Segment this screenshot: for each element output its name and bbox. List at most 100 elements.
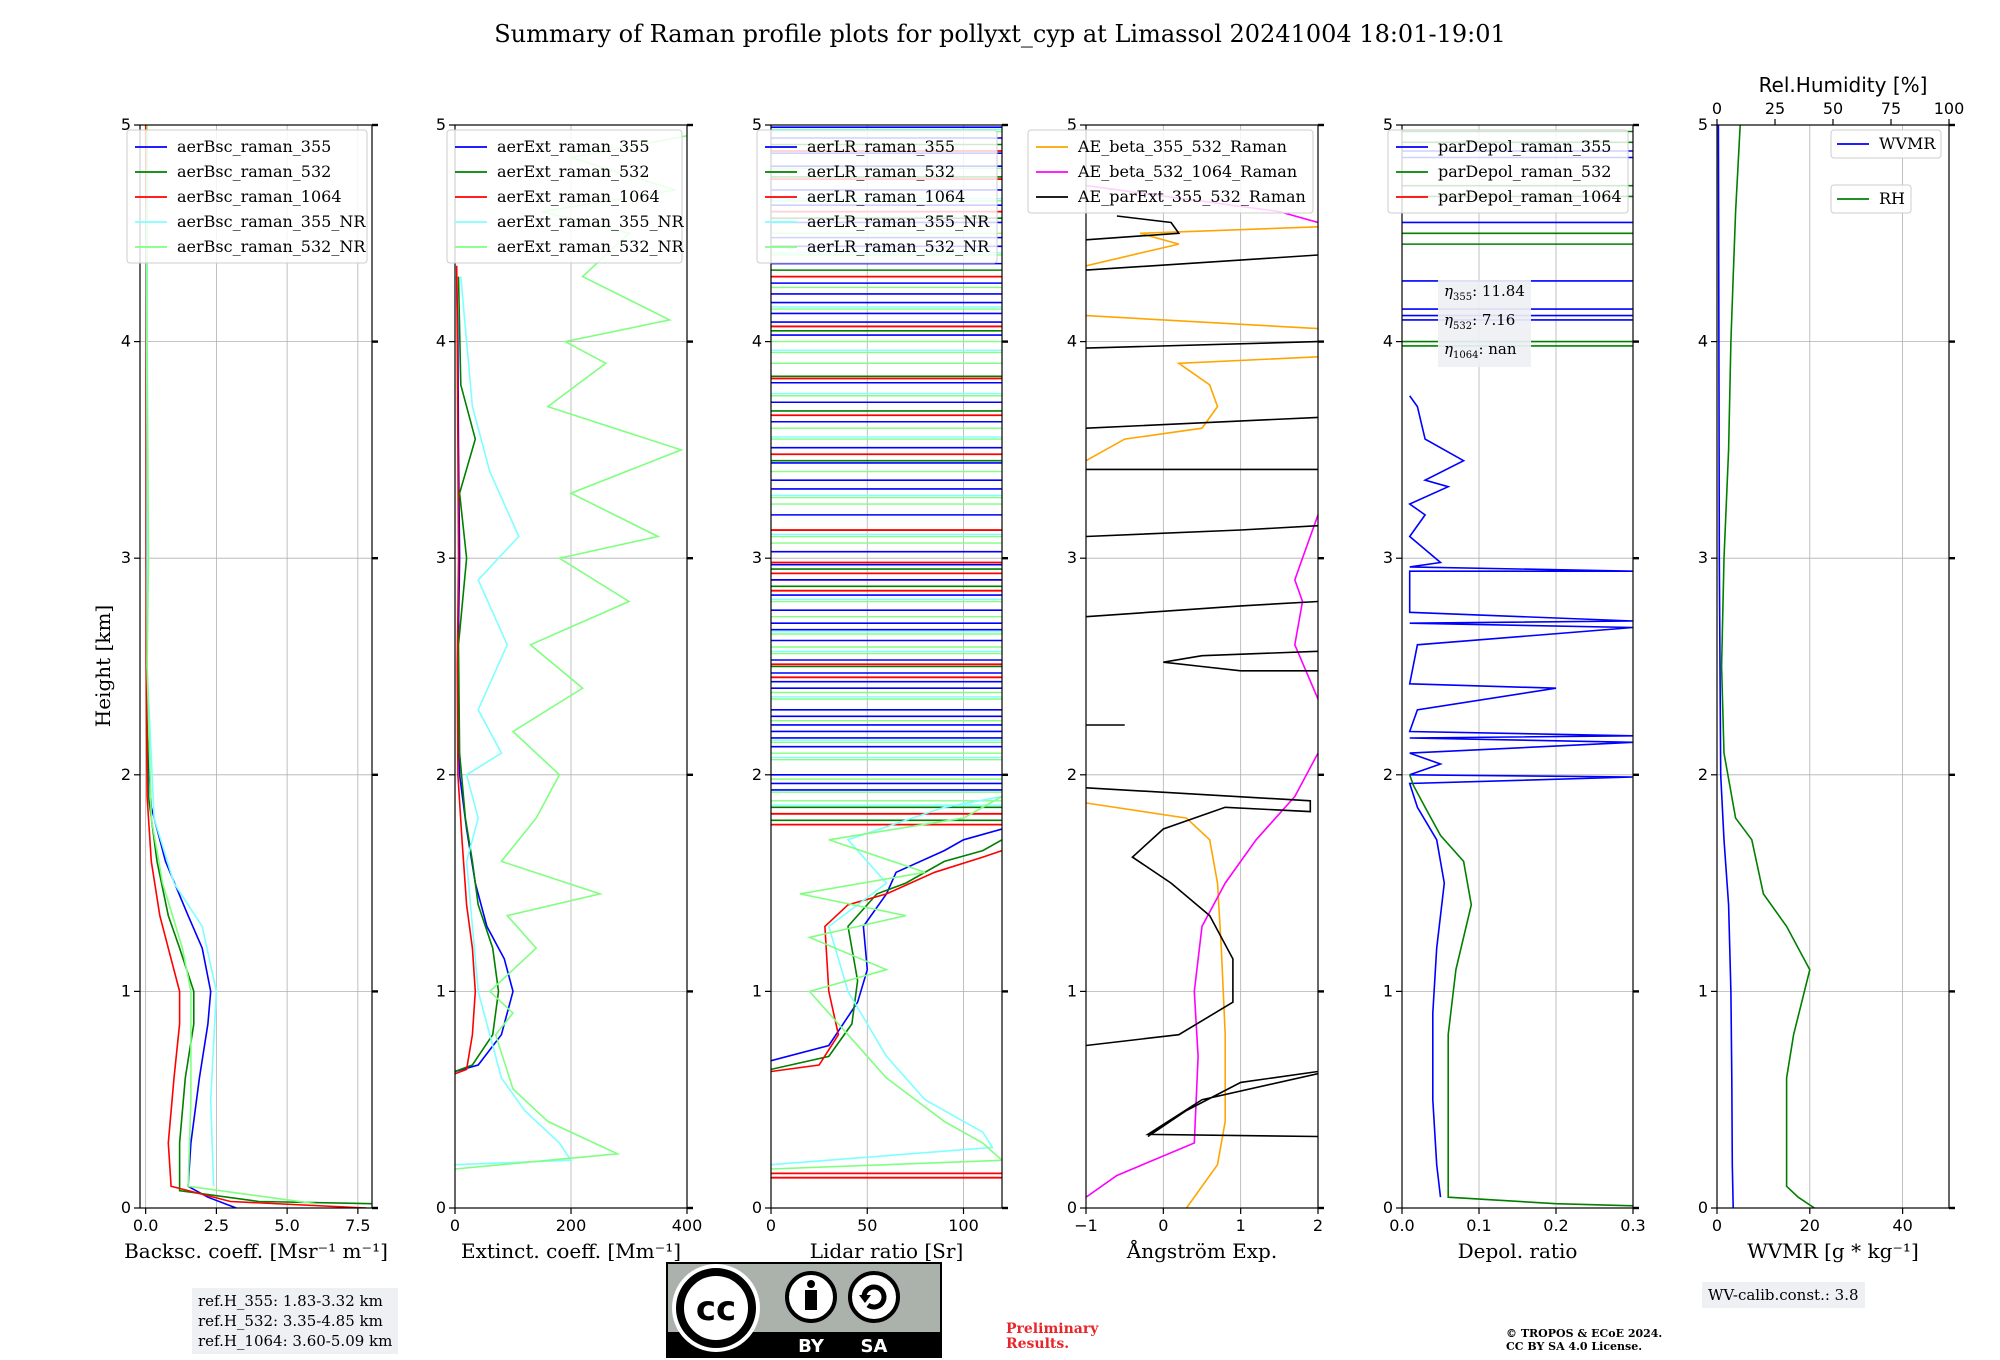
legend-label: AE_beta_355_532_Raman (1077, 137, 1287, 156)
x-tick-label: 1 (1236, 1216, 1246, 1235)
x-tick-label: 0 (1158, 1216, 1168, 1235)
series-AE_beta_355_532_Raman (1086, 226, 1318, 1208)
series-aerLR_raman_1064 (771, 849, 1002, 1073)
axes-frame (139, 124, 373, 1209)
copyright-note: © TROPOS & ECoE 2024. CC BY SA 4.0 Licen… (1506, 1327, 1662, 1353)
y-tick-label: 4 (1383, 332, 1393, 351)
legend-ae: AE_beta_355_532_Raman AE_beta_532_1064_Ra… (1027, 129, 1314, 214)
legend-label: aerBsc_raman_355_NR (177, 212, 366, 231)
plot-area-ae (1086, 184, 1318, 1208)
y-tick-label: 3 (436, 548, 446, 567)
y-tick-label: 1 (436, 981, 446, 1000)
x-tick-label: 7.5 (345, 1216, 370, 1235)
axes-frame (770, 124, 1003, 1209)
y-tick-label: 0 (1698, 1198, 1708, 1217)
eta-1064: η1064: nan (1444, 340, 1517, 361)
y-tick-label: 3 (1383, 548, 1393, 567)
legend-box (756, 129, 998, 264)
x-tick-label: 0 (450, 1216, 460, 1235)
figure-title: Summary of Raman profile plots for polly… (494, 20, 1506, 48)
panel-lr: 0 50 100 0 1 2 3 4 5 Lidar ratio [Sr] aerLR_raman_… (752, 115, 1008, 1263)
cc-logo-text: cc (696, 1289, 736, 1329)
x-tick-label: 0 (766, 1216, 776, 1235)
eta-box: η355: 11.84 η532: 7.16 η1064: nan (1438, 280, 1531, 367)
legend-label: aerBsc_raman_532_NR (177, 237, 366, 256)
x-axis-label: Extinct. coeff. [Mm⁻¹] (461, 1239, 681, 1263)
legend-label: AE_parExt_355_532_Raman (1077, 187, 1306, 206)
y-tick-label: 5 (752, 115, 762, 134)
legend-label: RH (1879, 189, 1905, 208)
y-tick-label: 5 (121, 115, 131, 134)
legend-label: parDepol_raman_1064 (1438, 187, 1622, 206)
y-tick-label: 4 (1067, 332, 1077, 351)
legend-label: aerBsc_raman_532 (177, 162, 331, 181)
y-tick-label: 4 (121, 332, 131, 351)
cc-by-sa-license-logo: cc BY SA (666, 1262, 942, 1358)
x-axis-label: Depol. ratio (1458, 1239, 1578, 1263)
x-tick-label: 0.0 (1389, 1216, 1414, 1235)
y-tick-label: 2 (436, 765, 446, 784)
top-x-tick-label: 25 (1765, 99, 1785, 118)
x-tick-label: 5.0 (274, 1216, 299, 1235)
legend-lr: aerLR_raman_355 aerLR_raman_532 aerLR_rama… (756, 129, 998, 264)
x-tick-label: 2.5 (204, 1216, 229, 1235)
x-axis-label: Ångström Exp. (1126, 1238, 1277, 1263)
x-tick-label: 0.2 (1543, 1216, 1568, 1235)
y-tick-label: 3 (121, 548, 131, 567)
x-tick-label: 2 (1313, 1216, 1323, 1235)
legend-bsc: aerBsc_raman_355 aerBsc_raman_532 aerBsc_r… (126, 129, 368, 264)
legend-label: aerExt_raman_532_NR (497, 237, 685, 256)
x-tick-label: 40 (1892, 1216, 1912, 1235)
plot-area-lr (771, 126, 1002, 1179)
legend-WVMR: WVMR (1830, 129, 1942, 159)
series-parDepol_raman_532 (1408, 774, 1633, 1207)
series-aerExt_raman_1064 (455, 265, 477, 1075)
legend-box (126, 129, 368, 264)
legend-label: aerLR_raman_532 (807, 162, 955, 181)
panel-bsc: 0.0 2.5 5.0 7.5 0 1 2 3 4 5 Backsc. coeff. [Msr⁻¹ … (121, 115, 388, 1263)
y-tick-label: 1 (121, 981, 131, 1000)
y-tick-label: 2 (1698, 765, 1708, 784)
by-label: BY (798, 1336, 825, 1357)
top-x-tick-label: 0 (1712, 99, 1722, 118)
ref-height-1064: ref.H_1064: 3.60-5.09 km (198, 1332, 393, 1350)
x-tick-label: 400 (672, 1216, 703, 1235)
preliminary-line-1: Preliminary (1006, 1321, 1099, 1337)
legend-RH: RH (1830, 184, 1912, 214)
top-x-tick-label: 75 (1881, 99, 1901, 118)
legend-label: aerExt_raman_1064 (497, 187, 660, 206)
reference-heights-box: ref.H_355: 1.83-3.32 km ref.H_532: 3.35-… (192, 1288, 399, 1354)
ref-height-532: ref.H_532: 3.35-4.85 km (198, 1312, 383, 1330)
y-tick-label: 5 (436, 115, 446, 134)
x-tick-label: −1 (1074, 1216, 1098, 1235)
legend-label: aerLR_raman_355 (807, 137, 955, 156)
y-tick-label: 1 (1067, 981, 1077, 1000)
y-axis-label: Height [km] (91, 605, 115, 727)
y-tick-label: 0 (1067, 1198, 1077, 1217)
y-tick-label: 2 (752, 765, 762, 784)
panel-ext: 0 200 400 0 1 2 3 4 5 Extinct. coeff. [Mm⁻¹] aerEx… (436, 115, 702, 1263)
legend-box (1027, 129, 1314, 214)
copyright-line-1: © TROPOS & ECoE 2024. (1506, 1327, 1663, 1340)
legend-depol: parDepol_raman_355 parDepol_raman_532 parD… (1387, 129, 1629, 214)
legend-label: aerBsc_raman_1064 (177, 187, 342, 206)
x-axis-label: Lidar ratio [Sr] (810, 1239, 964, 1263)
legend-label: AE_beta_532_1064_Raman (1077, 162, 1297, 181)
y-tick-label: 4 (1698, 332, 1708, 351)
legend-label: WVMR (1879, 134, 1936, 153)
series-AE_beta_532_1064_Raman (1086, 184, 1318, 1198)
y-tick-label: 0 (1383, 1198, 1393, 1217)
legend-label: parDepol_raman_532 (1438, 162, 1611, 181)
x-axis-label: Backsc. coeff. [Msr⁻¹ m⁻¹] (124, 1239, 388, 1263)
y-tick-label: 1 (752, 981, 762, 1000)
sa-label: SA (861, 1336, 888, 1357)
series-aerLR_raman_532_NR (771, 795, 1002, 1170)
panel-depol: 0.0 0.1 0.2 0.3 0 1 2 3 4 5 Depol. ratio parDepol_r… (1383, 115, 1646, 1263)
x-tick-label: 0.3 (1620, 1216, 1645, 1235)
series-RH (1720, 125, 1815, 1208)
legend-label: aerLR_raman_355_NR (807, 212, 990, 231)
legend-label: parDepol_raman_355 (1438, 137, 1611, 156)
top-axis-label: Rel.Humidity [%] (1759, 73, 1928, 97)
